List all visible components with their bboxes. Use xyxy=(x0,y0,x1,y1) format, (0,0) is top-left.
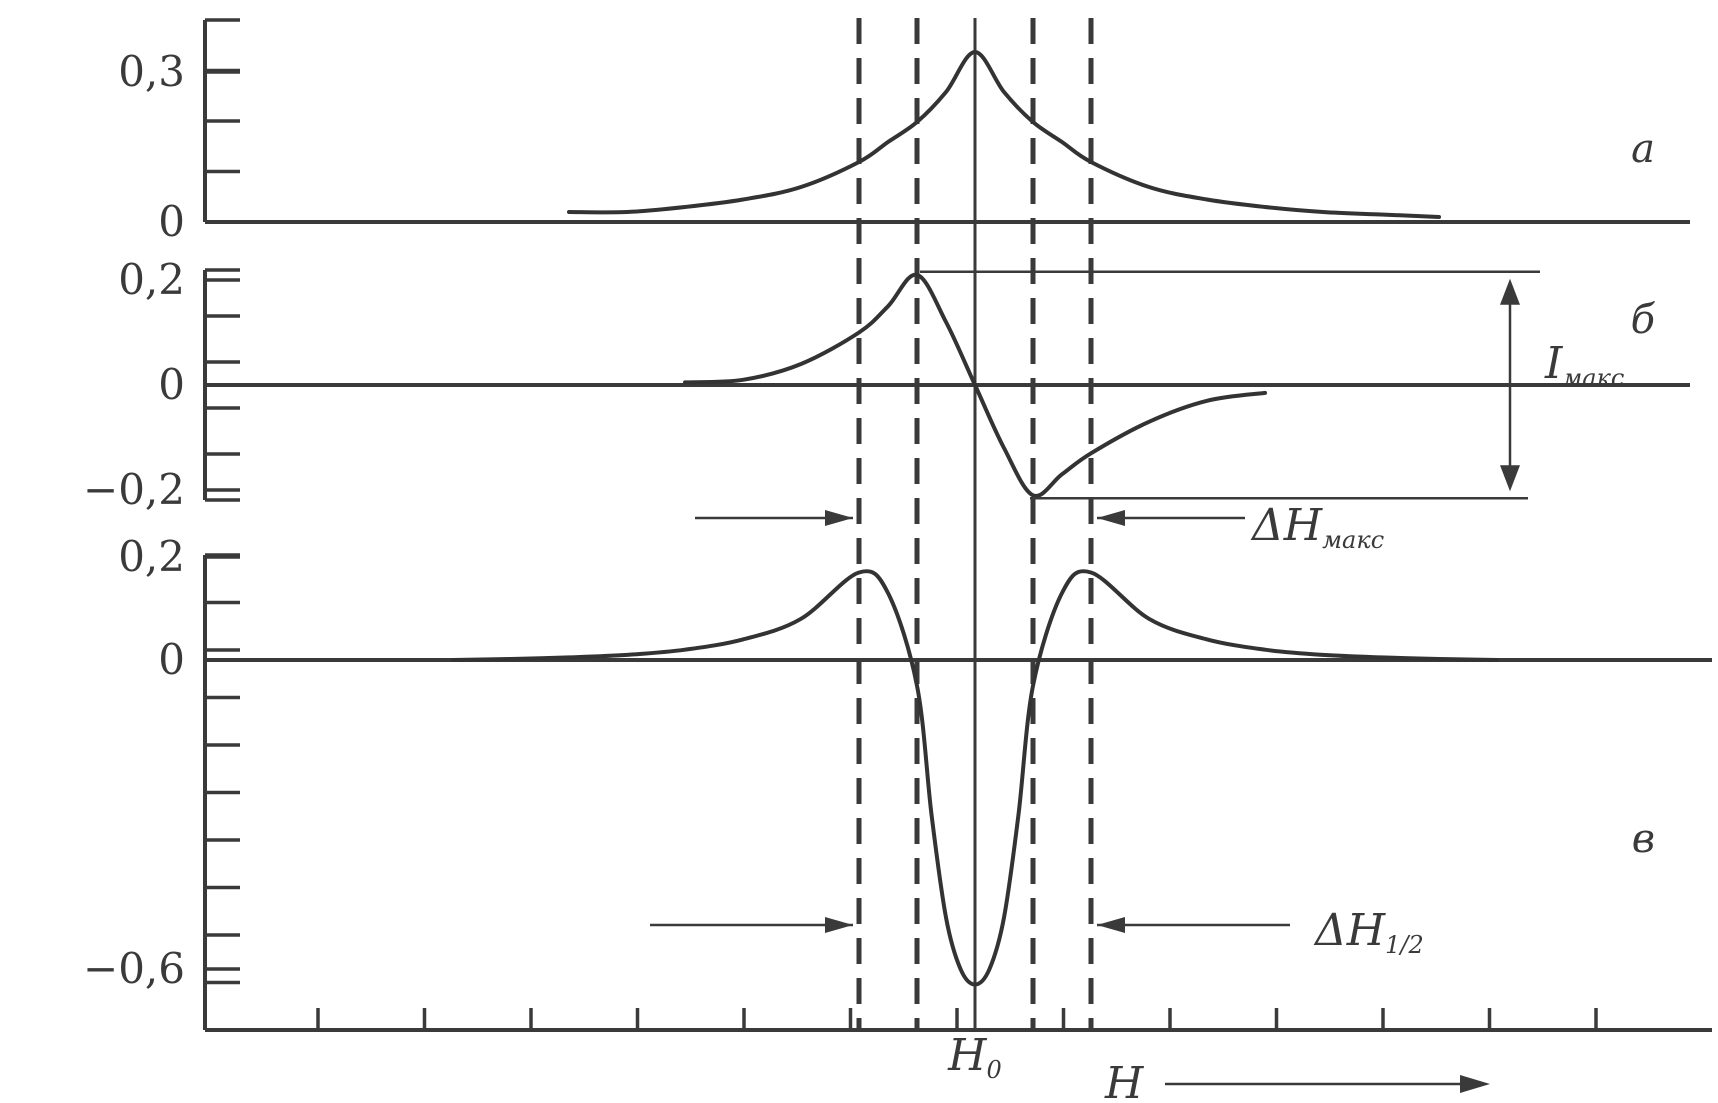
panels: 0,300,20−0,20,20−0,6 xyxy=(83,18,1712,1032)
panel-1: 0,2 0 −0,2 xyxy=(83,255,1690,514)
imax-arrow-head xyxy=(1500,278,1520,305)
series-line-в xyxy=(451,569,1499,987)
y-tick-label: 0 xyxy=(158,360,185,409)
panel-label: a xyxy=(1631,126,1655,172)
dhmax-label: ΔHмакс xyxy=(1250,500,1384,554)
h-axis-label: H xyxy=(1104,1058,1145,1103)
y-tick-label: 0 xyxy=(158,197,185,246)
series-line-б xyxy=(683,272,1267,498)
panel-label: в xyxy=(1632,816,1655,862)
y-tick-label: −0,6 xyxy=(83,944,185,993)
imax-label: Iмакс xyxy=(1544,338,1624,392)
h0-label: H0 xyxy=(947,1030,1002,1084)
y-tick-label: 0,3 xyxy=(118,47,185,96)
dhhalf-label: ΔH1/2 xyxy=(1313,905,1424,959)
guide-lines xyxy=(856,18,1094,1030)
h-axis-arrow-head xyxy=(1460,1075,1490,1093)
series-line-a xyxy=(567,50,1441,219)
dhhalf-arrow-head xyxy=(1097,917,1125,933)
y-tick-label: 0 xyxy=(158,635,185,684)
dhmax-arrow-head xyxy=(825,510,853,526)
imax-arrow-head xyxy=(1500,465,1520,492)
dhmax-arrow-head xyxy=(1097,510,1125,526)
panel-label: б xyxy=(1631,297,1656,343)
dhhalf-arrow-head xyxy=(825,917,853,933)
panel-0: 0,30 xyxy=(118,18,1690,246)
y-tick-label: 0,2 xyxy=(118,255,185,304)
y-tick-label: −0,2 xyxy=(83,465,185,514)
panel-2: 0,2 0 −0,6 xyxy=(83,532,1712,1032)
y-tick-label: 0,2 xyxy=(118,532,185,581)
annotations: a б в Iмакс ΔHмакс ΔH1/2 H0 H xyxy=(650,126,1656,1103)
